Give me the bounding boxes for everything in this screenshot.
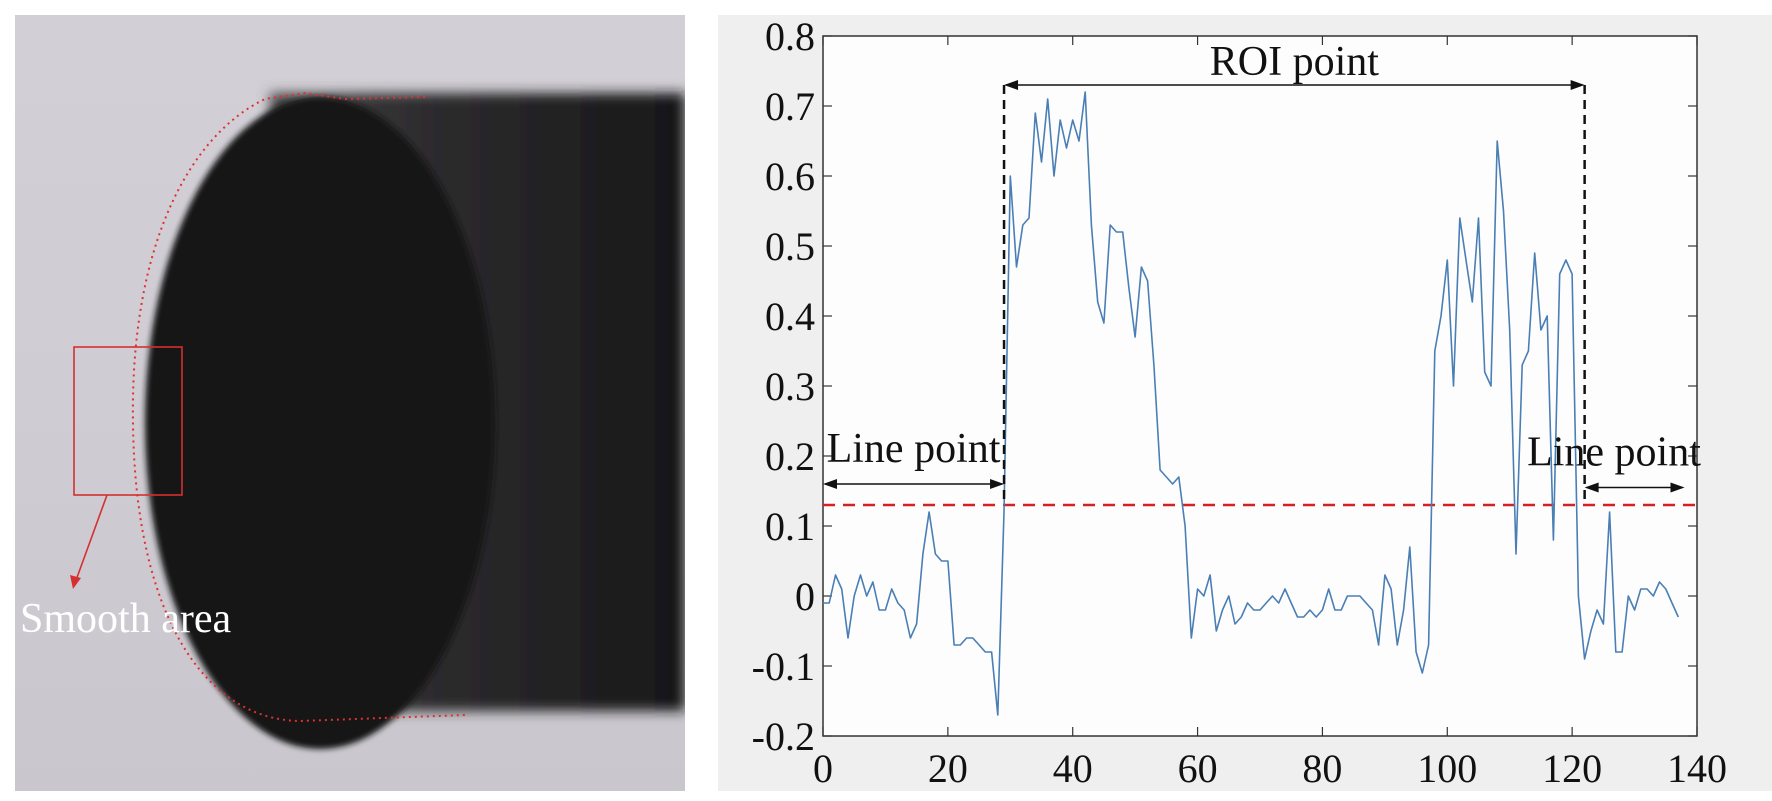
x-tick-label: 60 (1178, 746, 1218, 791)
y-axis: -0.2 -0.1 0 0.1 0.2 0.3 0.4 0.5 0.6 0.7 0.8 (752, 14, 1697, 759)
x-tick-label: 0 (813, 746, 833, 791)
line-point-right-arrow-head-right (1670, 482, 1685, 493)
roi-arrow-head-right (1570, 80, 1585, 90)
x-tick-label: 100 (1417, 746, 1477, 791)
plot-layer (823, 91, 1697, 716)
x-tick-label: 120 (1542, 746, 1602, 791)
y-tick-label: 0.4 (765, 294, 815, 339)
line-point-right-arrow-head-left (1584, 482, 1599, 493)
line-point-right-label: Line point (1527, 430, 1701, 476)
y-tick-label: 0.8 (765, 15, 815, 59)
chart-panel: -0.2 -0.1 0 0.1 0.2 0.3 0.4 0.5 0.6 0.7 0.8 0 20 40 6… (718, 14, 1772, 791)
y-tick-label: 0 (795, 574, 815, 619)
y-tick-label: 0.1 (765, 504, 815, 549)
y-tick-label: 0.6 (765, 154, 815, 199)
fitted-edge-curve (131, 91, 466, 723)
x-axis: 0 20 40 60 80 100 120 140 (813, 36, 1727, 791)
line-point-left-label: Line point (827, 426, 1001, 472)
y-tick-label: 0.7 (765, 84, 815, 129)
roi-label: ROI point (1210, 39, 1380, 85)
y-tick-label: -0.2 (752, 714, 815, 759)
plot-area (822, 35, 1698, 737)
y-tick-label: -0.1 (752, 644, 815, 689)
smooth-area-label: Smooth area (20, 596, 231, 642)
xray-image-panel: Smooth area (15, 15, 685, 791)
x-tick-label: 140 (1667, 746, 1727, 791)
x-tick-label: 20 (928, 746, 968, 791)
smooth-area-arrow (74, 494, 108, 584)
line-point-left-arrow-head-right (990, 479, 1005, 489)
rod-end-cap (145, 97, 495, 749)
roi-arrow-head-left (1004, 80, 1019, 90)
smooth-area-box (73, 346, 183, 496)
annotation-layer: ROI point Line point Line point (823, 39, 1701, 505)
y-tick-label: 0.3 (765, 364, 815, 409)
line-point-left-arrow-head-left (823, 479, 837, 489)
series-line (823, 91, 1680, 716)
line-chart: -0.2 -0.1 0 0.1 0.2 0.3 0.4 0.5 0.6 0.7 0.8 0 20 40 6… (718, 14, 1772, 791)
xray-image: Smooth area (15, 15, 685, 791)
x-tick-label: 80 (1302, 746, 1342, 791)
y-tick-label: 0.2 (765, 434, 815, 479)
arrow-head (70, 575, 81, 589)
x-tick-label: 40 (1053, 746, 1093, 791)
y-tick-label: 0.5 (765, 224, 815, 269)
